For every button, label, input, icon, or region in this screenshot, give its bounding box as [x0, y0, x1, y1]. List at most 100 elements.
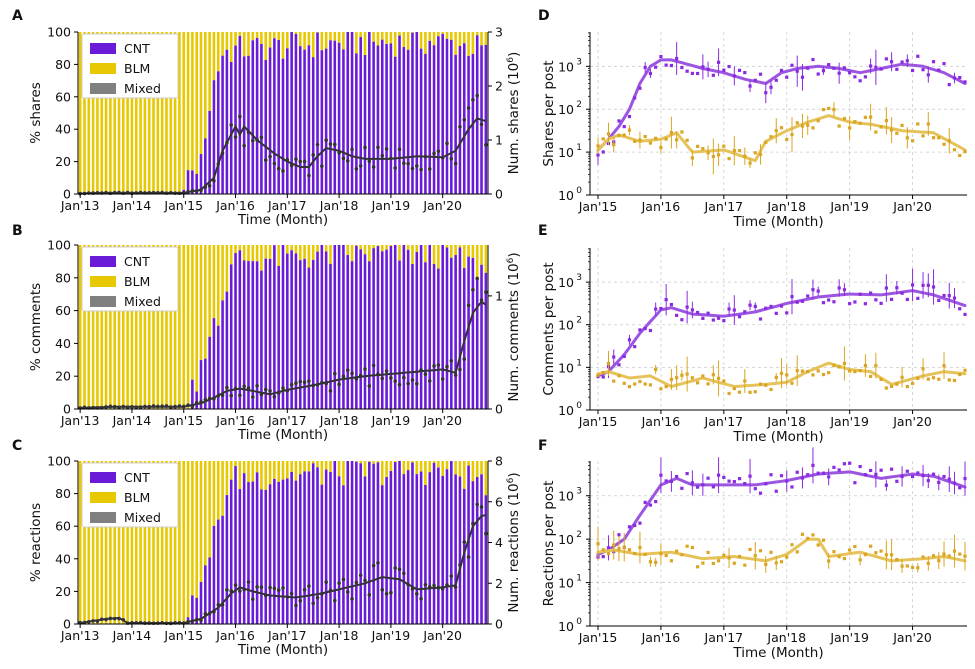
count-point [402, 161, 406, 165]
bar-blm [312, 461, 315, 463]
data-point [633, 382, 636, 385]
bar-blm [407, 461, 410, 470]
count-point [393, 379, 397, 383]
count-point [178, 404, 182, 408]
y-tick-label: 10 [558, 403, 574, 418]
bar-cnt [472, 481, 475, 624]
data-point [775, 490, 778, 493]
data-point [712, 318, 715, 321]
data-point [680, 130, 683, 133]
x-axis-label: Time (Month) [732, 645, 823, 661]
panel-letter: B [12, 223, 23, 239]
data-point [948, 478, 951, 481]
count-point [475, 277, 479, 281]
data-point [623, 355, 626, 358]
series-points-blm [596, 346, 966, 396]
legend-label-cnt: CNT [124, 254, 150, 269]
data-point [717, 377, 720, 380]
data-point [832, 300, 835, 303]
y2-label-main: Num. shares (10 [506, 63, 522, 175]
bar-blm [333, 32, 336, 41]
data-point [953, 550, 956, 553]
bar-blm [450, 32, 453, 40]
count-point [199, 188, 203, 192]
data-point [937, 136, 940, 139]
bar-cnt [441, 34, 444, 194]
count-point [393, 166, 397, 170]
data-point [680, 66, 683, 69]
bar-cnt [312, 463, 315, 624]
bar-cnt [355, 53, 358, 194]
count-point [242, 144, 246, 148]
data-point [780, 372, 783, 375]
bar-cnt [329, 472, 332, 624]
data-point [785, 479, 788, 482]
x-tick-label: Jan'13 [60, 198, 100, 213]
legend-swatch-blm [90, 492, 116, 503]
count-point [294, 157, 298, 161]
data-point [853, 120, 856, 123]
bar-blm [295, 32, 298, 34]
data-point [759, 153, 762, 156]
count-point [303, 160, 307, 164]
data-point [890, 60, 893, 63]
data-point [927, 378, 930, 381]
data-point [874, 473, 877, 476]
bar-cnt [316, 467, 319, 624]
data-point [596, 144, 599, 147]
count-point [424, 155, 428, 159]
count-point [221, 151, 225, 155]
bar-cnt [450, 258, 453, 409]
data-point [686, 139, 689, 142]
bar-blm [381, 245, 384, 251]
data-point [848, 548, 851, 551]
data-point [843, 288, 846, 291]
bar-cnt [239, 489, 242, 624]
bar-blm [424, 245, 427, 262]
data-point [853, 75, 856, 78]
data-point [827, 107, 830, 110]
x-tick-label: Jan'17 [704, 630, 744, 645]
data-point [942, 62, 945, 65]
data-point [848, 369, 851, 372]
data-point [649, 503, 652, 506]
count-point [264, 594, 268, 598]
data-point [885, 286, 888, 289]
count-point [376, 145, 380, 149]
bar-blm [342, 461, 345, 485]
data-point [963, 369, 966, 372]
count-point [225, 386, 229, 390]
count-point [204, 185, 208, 189]
series-line-cnt [598, 472, 965, 555]
data-point [602, 371, 605, 374]
bar-blm [204, 245, 207, 359]
bar-blm [485, 461, 488, 495]
data-point [680, 487, 683, 490]
data-point [764, 91, 767, 94]
data-point [916, 122, 919, 125]
count-point [199, 618, 203, 622]
bar-blm [385, 461, 388, 477]
count-point [385, 369, 389, 373]
x-axis-label: Time (Month) [237, 212, 328, 228]
data-point [743, 71, 746, 74]
data-point [638, 138, 641, 141]
data-point [717, 474, 720, 477]
count-point [467, 555, 471, 559]
bar-cnt [321, 485, 324, 624]
data-point [869, 115, 872, 118]
data-point [932, 136, 935, 139]
legend-label-blm: BLM [124, 490, 150, 505]
data-point [885, 553, 888, 556]
bar-blm [243, 32, 246, 56]
data-point [701, 317, 704, 320]
count-point [355, 377, 359, 381]
data-point [948, 294, 951, 297]
data-point [880, 378, 883, 381]
bar-blm [355, 461, 358, 462]
bar-blm [256, 245, 259, 261]
count-point [225, 141, 229, 145]
data-point [890, 468, 893, 471]
count-point [109, 405, 113, 409]
bar-blm [359, 461, 362, 463]
